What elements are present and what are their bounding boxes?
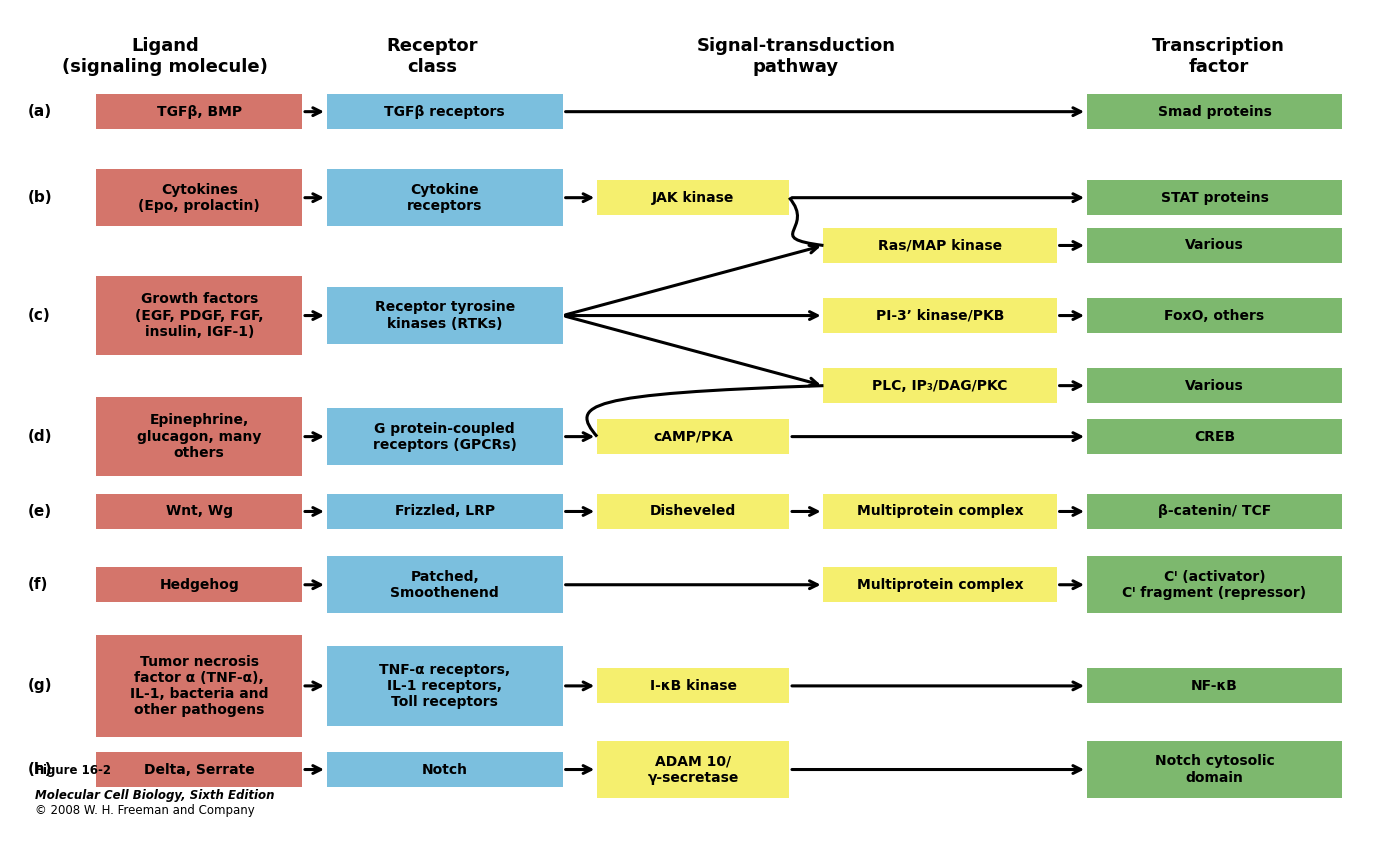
Text: Various: Various (1186, 238, 1243, 252)
FancyBboxPatch shape (823, 298, 1057, 333)
Text: Cytokines
(Epo, prolactin): Cytokines (Epo, prolactin) (139, 183, 260, 213)
Text: Multiprotein complex: Multiprotein complex (857, 505, 1023, 518)
Text: Tumor necrosis
factor α (TNF-α),
IL-1, bacteria and
other pathogens: Tumor necrosis factor α (TNF-α), IL-1, b… (130, 654, 269, 717)
Text: Receptor tyrosine
kinases (RTKs): Receptor tyrosine kinases (RTKs) (375, 300, 515, 331)
Text: Epinephrine,
glucagon, many
others: Epinephrine, glucagon, many others (137, 413, 262, 460)
FancyBboxPatch shape (596, 740, 790, 798)
FancyBboxPatch shape (1086, 419, 1343, 454)
Text: Ras/MAP kinase: Ras/MAP kinase (878, 238, 1002, 252)
Text: Notch: Notch (421, 763, 468, 777)
Text: (b): (b) (28, 190, 52, 205)
Text: cAMP/PKA: cAMP/PKA (654, 430, 734, 443)
FancyBboxPatch shape (326, 556, 563, 613)
FancyBboxPatch shape (1086, 740, 1343, 798)
Text: JAK kinase: JAK kinase (652, 190, 735, 205)
FancyBboxPatch shape (97, 94, 302, 129)
Text: Multiprotein complex: Multiprotein complex (857, 578, 1023, 592)
Text: Signal-transduction
pathway: Signal-transduction pathway (697, 37, 896, 76)
Text: Molecular Cell Biology, Sixth Edition: Molecular Cell Biology, Sixth Edition (35, 790, 274, 802)
FancyBboxPatch shape (1086, 298, 1343, 333)
Text: Cytokine
receptors: Cytokine receptors (407, 183, 483, 213)
Text: Delta, Serrate: Delta, Serrate (144, 763, 255, 777)
FancyBboxPatch shape (823, 228, 1057, 263)
FancyBboxPatch shape (823, 567, 1057, 603)
Text: © 2008 W. H. Freeman and Company: © 2008 W. H. Freeman and Company (35, 804, 255, 817)
Text: Various: Various (1186, 379, 1243, 393)
FancyBboxPatch shape (1086, 228, 1343, 263)
Text: (a): (a) (28, 104, 52, 119)
Text: (d): (d) (28, 429, 52, 444)
Text: Frizzled, LRP: Frizzled, LRP (395, 505, 494, 518)
Text: Notch cytosolic
domain: Notch cytosolic domain (1155, 754, 1274, 784)
Text: Receptor
class: Receptor class (386, 37, 479, 76)
FancyBboxPatch shape (596, 180, 790, 215)
FancyBboxPatch shape (1086, 369, 1343, 403)
Text: Smad proteins: Smad proteins (1158, 105, 1271, 119)
Text: NF-κB: NF-κB (1191, 678, 1238, 693)
FancyBboxPatch shape (823, 494, 1057, 529)
Text: TGFβ, BMP: TGFβ, BMP (157, 105, 242, 119)
FancyBboxPatch shape (1086, 556, 1343, 613)
Text: G protein-coupled
receptors (GPCRs): G protein-coupled receptors (GPCRs) (372, 422, 517, 452)
Text: Growth factors
(EGF, PDGF, FGF,
insulin, IGF-1): Growth factors (EGF, PDGF, FGF, insulin,… (134, 293, 263, 338)
Text: PLC, IP₃/DAG/PKC: PLC, IP₃/DAG/PKC (872, 379, 1008, 393)
FancyBboxPatch shape (1086, 94, 1343, 129)
FancyBboxPatch shape (97, 276, 302, 356)
Text: ADAM 10/
γ-secretase: ADAM 10/ γ-secretase (647, 754, 739, 784)
FancyBboxPatch shape (97, 635, 302, 737)
Text: β-catenin/ TCF: β-catenin/ TCF (1158, 505, 1271, 518)
FancyBboxPatch shape (326, 287, 563, 344)
Text: Cᴵ (activator)
Cᴵ fragment (repressor): Cᴵ (activator) Cᴵ fragment (repressor) (1123, 570, 1306, 600)
Text: (e): (e) (28, 504, 52, 519)
FancyBboxPatch shape (97, 494, 302, 529)
FancyBboxPatch shape (1086, 668, 1343, 703)
Text: Ligand
(signaling molecule): Ligand (signaling molecule) (62, 37, 267, 76)
Text: Hedgehog: Hedgehog (160, 578, 239, 592)
FancyBboxPatch shape (326, 408, 563, 465)
FancyBboxPatch shape (326, 646, 563, 726)
Text: Disheveled: Disheveled (650, 505, 736, 518)
Text: CREB: CREB (1194, 430, 1235, 443)
Text: (g): (g) (28, 678, 52, 693)
FancyBboxPatch shape (1086, 494, 1343, 529)
FancyBboxPatch shape (326, 752, 563, 787)
FancyBboxPatch shape (97, 397, 302, 476)
Text: Figure 16-2: Figure 16-2 (35, 765, 111, 777)
Text: Patched,
Smoothenend: Patched, Smoothenend (391, 570, 500, 600)
FancyBboxPatch shape (97, 169, 302, 226)
FancyBboxPatch shape (326, 94, 563, 129)
FancyBboxPatch shape (596, 494, 790, 529)
FancyBboxPatch shape (326, 169, 563, 226)
FancyBboxPatch shape (326, 494, 563, 529)
Text: (f): (f) (28, 577, 48, 592)
FancyBboxPatch shape (97, 567, 302, 603)
FancyBboxPatch shape (596, 419, 790, 454)
FancyBboxPatch shape (97, 752, 302, 787)
Text: Transcription
factor: Transcription factor (1152, 37, 1285, 76)
Text: Wnt, Wg: Wnt, Wg (165, 505, 232, 518)
Text: PI-3’ kinase/PKB: PI-3’ kinase/PKB (876, 308, 1004, 323)
Text: (c): (c) (28, 308, 50, 323)
Text: I-κB kinase: I-κB kinase (650, 678, 736, 693)
FancyBboxPatch shape (1086, 180, 1343, 215)
Text: TGFβ receptors: TGFβ receptors (385, 105, 505, 119)
Text: (h): (h) (28, 762, 52, 777)
FancyBboxPatch shape (596, 668, 790, 703)
Text: TNF-α receptors,
IL-1 receptors,
Toll receptors: TNF-α receptors, IL-1 receptors, Toll re… (379, 663, 511, 709)
Text: FoxO, others: FoxO, others (1165, 308, 1264, 323)
FancyBboxPatch shape (823, 369, 1057, 403)
Text: STAT proteins: STAT proteins (1161, 190, 1268, 205)
